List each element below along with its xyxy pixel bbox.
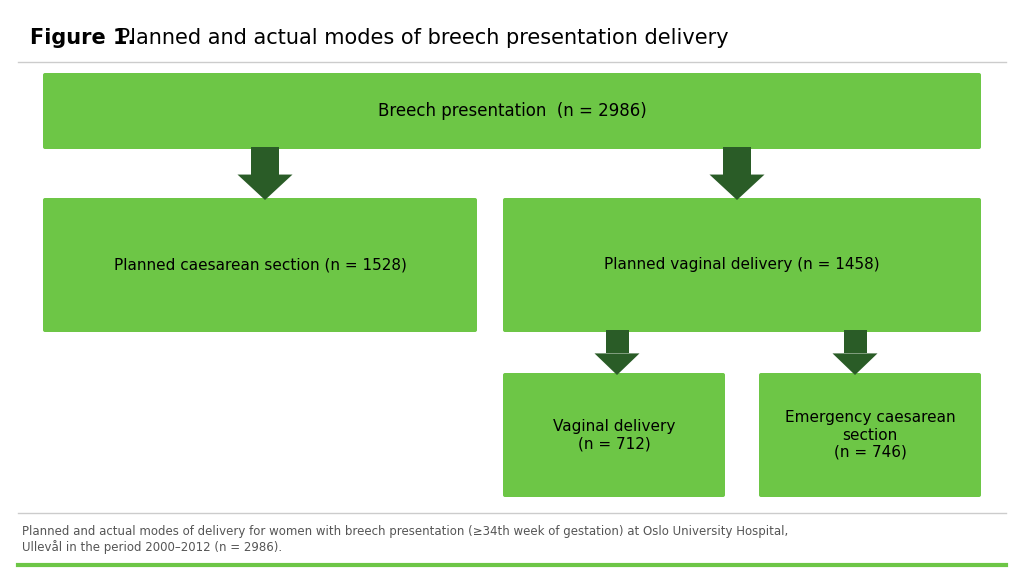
- Polygon shape: [595, 354, 640, 375]
- Text: Figure 1.: Figure 1.: [30, 28, 135, 48]
- FancyBboxPatch shape: [503, 198, 981, 332]
- Polygon shape: [605, 330, 629, 354]
- FancyBboxPatch shape: [43, 198, 477, 332]
- Polygon shape: [710, 175, 765, 200]
- Text: Vaginal delivery
(n = 712): Vaginal delivery (n = 712): [553, 419, 675, 451]
- Polygon shape: [251, 147, 279, 175]
- Polygon shape: [844, 330, 866, 354]
- Text: Planned and actual modes of breech presentation delivery: Planned and actual modes of breech prese…: [111, 28, 729, 48]
- Polygon shape: [238, 175, 293, 200]
- Text: Planned and actual modes of delivery for women with breech presentation (≥34th w: Planned and actual modes of delivery for…: [22, 525, 788, 554]
- FancyBboxPatch shape: [503, 373, 725, 497]
- Text: Planned vaginal delivery (n = 1458): Planned vaginal delivery (n = 1458): [604, 258, 880, 273]
- Polygon shape: [723, 147, 751, 175]
- Text: Breech presentation  (n = 2986): Breech presentation (n = 2986): [378, 102, 646, 120]
- Text: Emergency caesarean
section
(n = 746): Emergency caesarean section (n = 746): [784, 410, 955, 460]
- FancyBboxPatch shape: [759, 373, 981, 497]
- Text: Planned caesarean section (n = 1528): Planned caesarean section (n = 1528): [114, 258, 407, 273]
- Polygon shape: [833, 354, 878, 375]
- FancyBboxPatch shape: [43, 73, 981, 149]
